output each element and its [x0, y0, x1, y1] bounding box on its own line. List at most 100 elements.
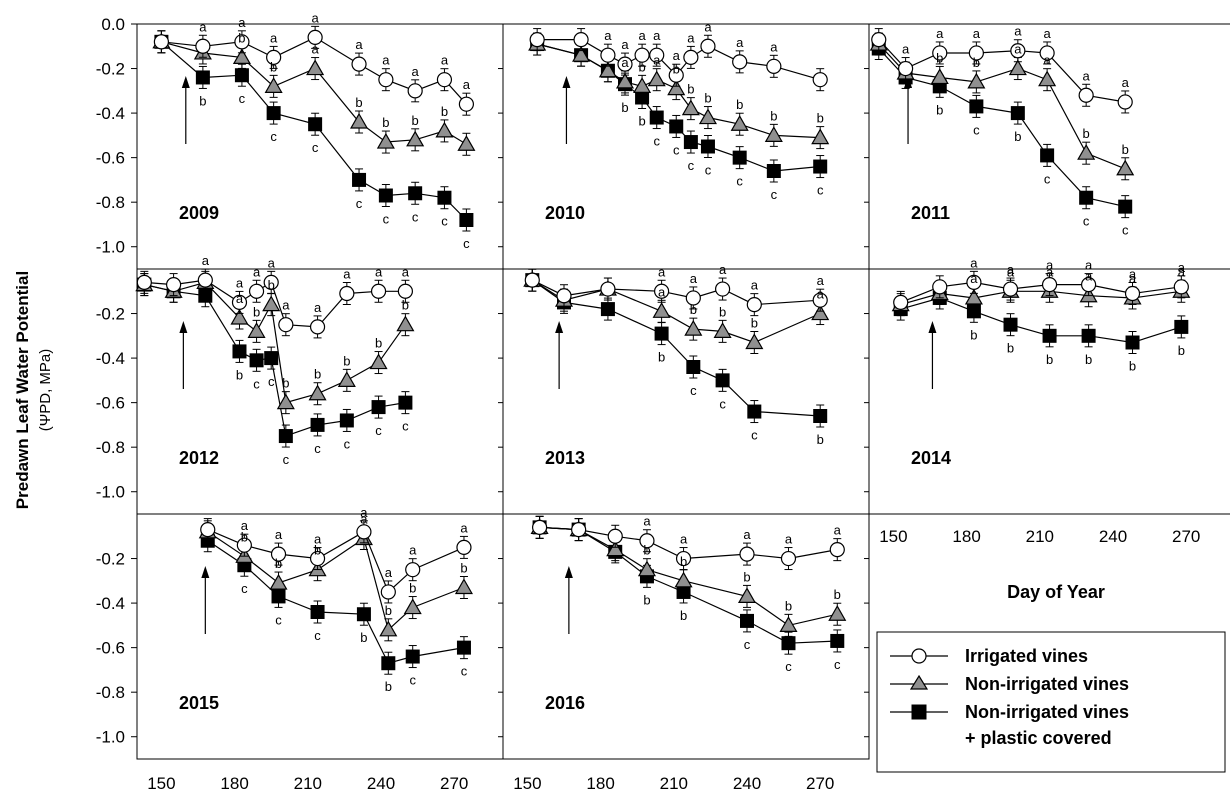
y-tick-label: -0.2	[96, 60, 125, 79]
significance-letter: c	[268, 374, 275, 389]
point-covered	[266, 106, 281, 121]
point-irrigated	[436, 72, 453, 88]
point-irrigated	[639, 533, 655, 549]
point-covered	[1042, 328, 1057, 343]
significance-letter: b	[199, 93, 206, 108]
point-irrigated	[1041, 276, 1058, 293]
significance-letter: b	[343, 353, 350, 368]
significance-letter: c	[1044, 171, 1051, 186]
point-irrigated	[653, 283, 670, 299]
point-irrigated	[649, 47, 665, 63]
point-irrigated	[634, 47, 650, 63]
significance-letter: a	[312, 10, 320, 25]
x-tick-label: 270	[440, 774, 468, 793]
point-covered	[669, 119, 684, 134]
point-irrigated	[234, 34, 250, 50]
point-irrigated	[195, 38, 211, 54]
point-covered	[830, 633, 845, 648]
legend-marker-square	[911, 704, 927, 720]
significance-letter: c	[412, 209, 419, 224]
y-tick-label: -0.4	[96, 594, 125, 613]
point-irrigated	[236, 537, 252, 553]
significance-letter: c	[751, 428, 758, 443]
point-irrigated	[1173, 279, 1189, 295]
significance-letter: b	[736, 97, 743, 112]
x-axis-label: Day of Year	[1007, 582, 1105, 602]
significance-letter: c	[441, 214, 448, 229]
point-irrigated	[700, 38, 716, 54]
point-irrigated	[456, 539, 472, 556]
significance-letter: c	[705, 163, 712, 178]
point-nonirrigated	[1008, 59, 1027, 76]
point-nonirrigated	[457, 135, 476, 151]
significance-letter: b	[936, 50, 943, 65]
significance-letter: b	[834, 587, 841, 602]
significance-letter: c	[785, 659, 792, 674]
significance-letter: a	[385, 565, 393, 580]
point-covered	[732, 150, 747, 165]
significance-letter: b	[1014, 129, 1021, 144]
significance-letter: a	[743, 527, 751, 542]
significance-letter: a	[704, 19, 712, 34]
point-irrigated	[231, 294, 248, 311]
significance-letter: b	[704, 91, 711, 106]
significance-letter: a	[658, 284, 666, 299]
significance-letter: a	[312, 42, 320, 57]
panel-year-label: 2011	[911, 203, 950, 223]
point-irrigated	[617, 56, 633, 72]
significance-letter: a	[355, 37, 363, 52]
point-nonirrigated	[964, 288, 983, 305]
legend-label-irrigated: Irrigated vines	[965, 646, 1088, 666]
point-covered	[747, 404, 762, 419]
significance-letter: a	[719, 262, 727, 277]
arrow-head-icon	[201, 566, 210, 578]
x-tick-label: 180	[586, 774, 614, 793]
significance-letter: b	[270, 59, 277, 74]
significance-letter: c	[314, 628, 321, 643]
point-covered	[766, 164, 781, 178]
significance-letter: c	[1083, 214, 1090, 229]
significance-letter: a	[275, 527, 283, 542]
point-irrigated	[263, 274, 279, 290]
significance-letter: a	[751, 278, 759, 293]
significance-letter: a	[653, 53, 661, 68]
legend: Irrigated vines Non-irrigated vines Non-…	[876, 631, 1226, 773]
significance-letter: b	[238, 30, 245, 45]
y-tick-label: -1.0	[96, 238, 125, 257]
significance-letter: a	[1085, 269, 1093, 284]
point-covered	[1174, 319, 1189, 334]
y-tick-label: -1.0	[96, 483, 125, 502]
point-irrigated	[932, 45, 948, 61]
significance-letter: a	[236, 275, 244, 290]
point-covered	[249, 353, 264, 368]
point-irrigated	[685, 290, 701, 306]
significance-letter: c	[673, 142, 680, 157]
point-irrigated	[166, 276, 182, 293]
significance-letter: a	[343, 267, 351, 282]
x-tick-label: 150	[513, 774, 541, 793]
significance-letter: a	[680, 532, 688, 547]
significance-letter: b	[1046, 352, 1053, 367]
point-covered	[278, 429, 293, 444]
significance-letter: a	[1129, 267, 1137, 282]
significance-letter: b	[441, 104, 448, 119]
point-irrigated	[378, 72, 394, 88]
point-irrigated	[812, 72, 828, 88]
significance-letter: b	[1178, 343, 1185, 358]
point-irrigated	[1078, 87, 1094, 103]
y-tick-label: -0.2	[96, 550, 125, 569]
significance-letter: a	[770, 39, 778, 54]
significance-letter: c	[283, 452, 290, 467]
point-nonirrigated	[811, 304, 830, 321]
point-covered	[456, 640, 471, 655]
significance-letter: b	[690, 302, 697, 317]
point-covered	[813, 159, 828, 174]
significance-letter: b	[1085, 352, 1092, 367]
significance-letter: b	[658, 350, 665, 365]
x-tick-label: 150	[879, 527, 907, 546]
significance-letter: c	[314, 441, 321, 456]
significance-letter: c	[688, 158, 695, 173]
point-irrigated	[309, 550, 326, 567]
